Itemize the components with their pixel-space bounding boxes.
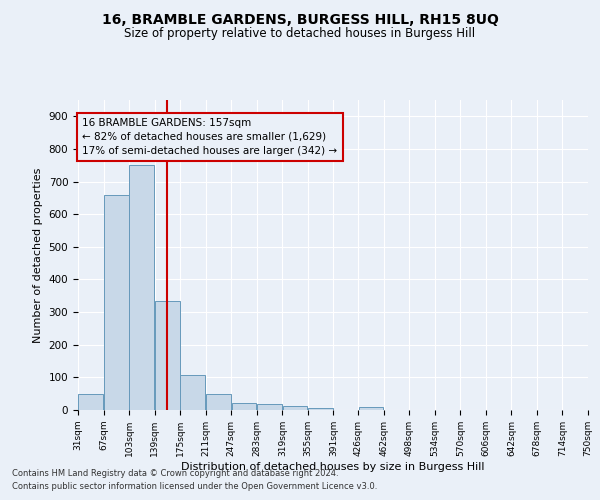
Y-axis label: Number of detached properties: Number of detached properties	[33, 168, 43, 342]
Bar	[206, 394, 231, 410]
Bar	[232, 403, 256, 410]
Text: Size of property relative to detached houses in Burgess Hill: Size of property relative to detached ho…	[124, 28, 476, 40]
Bar	[283, 406, 307, 410]
X-axis label: Distribution of detached houses by size in Burgess Hill: Distribution of detached houses by size …	[181, 462, 485, 471]
Bar	[104, 194, 129, 410]
Text: 16, BRAMBLE GARDENS, BURGESS HILL, RH15 8UQ: 16, BRAMBLE GARDENS, BURGESS HILL, RH15 …	[101, 12, 499, 26]
Text: Contains public sector information licensed under the Open Government Licence v3: Contains public sector information licen…	[12, 482, 377, 491]
Text: Contains HM Land Registry data © Crown copyright and database right 2024.: Contains HM Land Registry data © Crown c…	[12, 468, 338, 477]
Text: 16 BRAMBLE GARDENS: 157sqm
← 82% of detached houses are smaller (1,629)
17% of s: 16 BRAMBLE GARDENS: 157sqm ← 82% of deta…	[82, 118, 337, 156]
Bar	[257, 404, 282, 410]
Bar	[79, 394, 103, 410]
Bar	[155, 300, 180, 410]
Bar	[359, 408, 383, 410]
Bar	[308, 408, 333, 410]
Bar	[130, 166, 154, 410]
Bar	[181, 375, 205, 410]
